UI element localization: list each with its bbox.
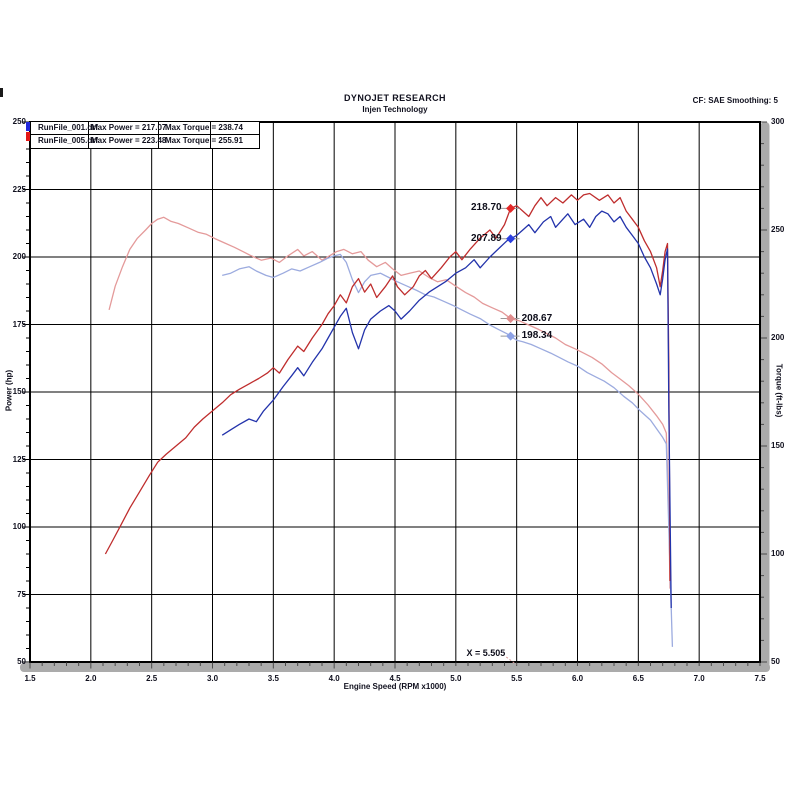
x-tick-label: 3.5: [267, 674, 279, 683]
x-tick-label: 7.0: [693, 674, 705, 683]
edge-artifact: [0, 88, 3, 97]
x-axis-title: Engine Speed (RPM x1000): [343, 682, 447, 691]
callout-marker-diamond: [506, 234, 516, 244]
y-left-axis-title: Power (hp): [4, 369, 14, 412]
curve-power_005: [104, 192, 671, 582]
x-tick-label: 1.5: [24, 674, 36, 683]
y-right-tick-label: 250: [771, 225, 785, 234]
y-right-tick-label: 50: [771, 657, 780, 666]
y-right-axis-title: Torque (ft-lbs): [774, 363, 784, 418]
right-scale-bar: [760, 122, 770, 668]
run1-max-power: Max Power = 217.07: [91, 123, 167, 132]
curve-torque_005: [108, 216, 671, 589]
x-tick-label: 2.0: [85, 674, 97, 683]
run2-max-torque: Max Torque = 255.91: [165, 136, 243, 145]
legend-box: RunFile_001.drf Max Power = 217.07 Max T…: [30, 121, 260, 149]
callout-torque-run5: 208.67: [521, 312, 553, 324]
y-left-tick-label: 175: [12, 319, 26, 329]
x-tick-label: 6.5: [632, 674, 644, 683]
callout-marker-diamond: [506, 331, 516, 341]
x-tick-label: 6.0: [571, 674, 584, 683]
run2-max-power: Max Power = 223.48: [91, 136, 167, 145]
y-left-tick-label: 200: [12, 252, 26, 261]
x-tick-label: 4.5: [389, 674, 401, 683]
x-tick-label: 4.0: [328, 674, 340, 683]
y-left-tick-label: 75: [17, 589, 26, 599]
run1-filename: RunFile_001.drf: [38, 123, 99, 132]
y-right-tick-label: 300: [771, 117, 785, 126]
chart-title: DYNOJET RESEARCH: [344, 93, 446, 103]
y-left-tick-label: 100: [12, 522, 26, 531]
x-tick-label: 5.0: [450, 674, 462, 683]
y-right-tick-label: 100: [771, 549, 785, 558]
x-tick-label: 5.5: [511, 674, 523, 683]
run2-filename: RunFile_005.drf: [38, 136, 99, 145]
y-left-tick-label: 250: [12, 117, 26, 126]
cursor-readout: X = 5.505: [466, 648, 506, 658]
curve-torque_001: [222, 253, 674, 647]
callout-marker-diamond: [506, 203, 516, 213]
legend-divider: [88, 122, 89, 148]
correction-smoothing-label: CF: SAE Smoothing: 5: [692, 96, 778, 105]
y-left-tick-label: 150: [12, 387, 26, 396]
y-left-tick-label: 50: [17, 657, 26, 666]
legend-row-divider: [31, 134, 259, 135]
curve-power_001: [221, 210, 672, 609]
x-tick-label: 3.0: [206, 674, 219, 683]
legend-divider: [210, 122, 211, 148]
legend-divider: [158, 122, 159, 148]
run1-max-torque: Max Torque = 238.74: [165, 123, 243, 132]
y-right-tick-label: 150: [771, 441, 785, 450]
y-left-tick-label: 125: [12, 454, 26, 464]
callout-power-run1: 207.89: [471, 232, 502, 244]
chart-subtitle: Injen Technology: [362, 105, 428, 114]
y-left-tick-label: 225: [12, 184, 26, 194]
callout-torque-run1: 198.34: [521, 330, 553, 342]
x-tick-label: 2.5: [146, 674, 158, 683]
x-tick-label: 7.5: [754, 674, 766, 683]
callout-power-run5: 218.70: [471, 202, 502, 214]
y-right-tick-label: 200: [771, 333, 785, 342]
